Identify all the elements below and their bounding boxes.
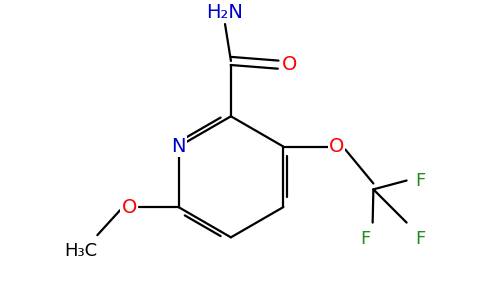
- Text: H₂N: H₂N: [207, 4, 243, 22]
- Text: H₃C: H₃C: [64, 242, 98, 260]
- Text: O: O: [282, 55, 297, 74]
- Text: F: F: [415, 230, 425, 248]
- Text: N: N: [171, 137, 186, 156]
- Text: F: F: [360, 230, 370, 248]
- Text: O: O: [329, 137, 344, 156]
- Text: O: O: [121, 198, 137, 217]
- Text: F: F: [415, 172, 425, 190]
